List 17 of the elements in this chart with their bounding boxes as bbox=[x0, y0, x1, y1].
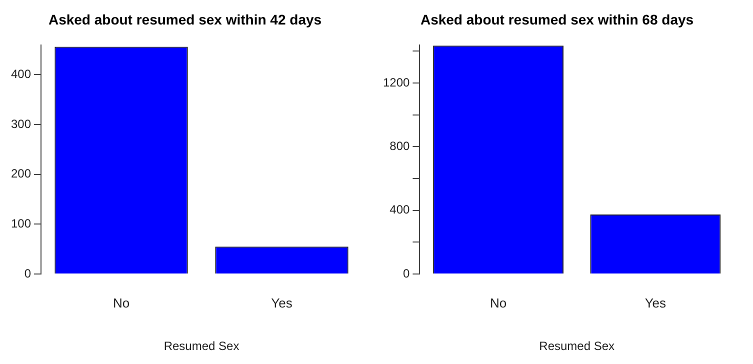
y-tick-label: 0 bbox=[24, 266, 32, 280]
y-tick-label: 0 bbox=[403, 266, 410, 280]
y-tick-label: 300 bbox=[10, 116, 32, 131]
x-tick-label: Yes bbox=[644, 295, 667, 310]
y-tick-label: 100 bbox=[10, 216, 32, 230]
y-tick-label: 800 bbox=[390, 138, 410, 153]
y-tick-label: 200 bbox=[10, 166, 32, 181]
x-tick-label: No bbox=[490, 295, 507, 310]
chart-title: Asked about resumed sex within 42 days bbox=[48, 11, 322, 28]
x-axis-title: Resumed Sex bbox=[164, 339, 240, 354]
x-tick-label: Yes bbox=[271, 295, 293, 310]
y-tick-label: 400 bbox=[10, 67, 32, 82]
y-tick-label: 400 bbox=[390, 202, 410, 217]
x-axis-title: Resumed Sex bbox=[539, 339, 615, 354]
x-tick-label: No bbox=[112, 295, 130, 310]
chart-title: Asked about resumed sex within 68 days bbox=[420, 11, 694, 28]
y-tick-label: 1200 bbox=[382, 75, 410, 90]
